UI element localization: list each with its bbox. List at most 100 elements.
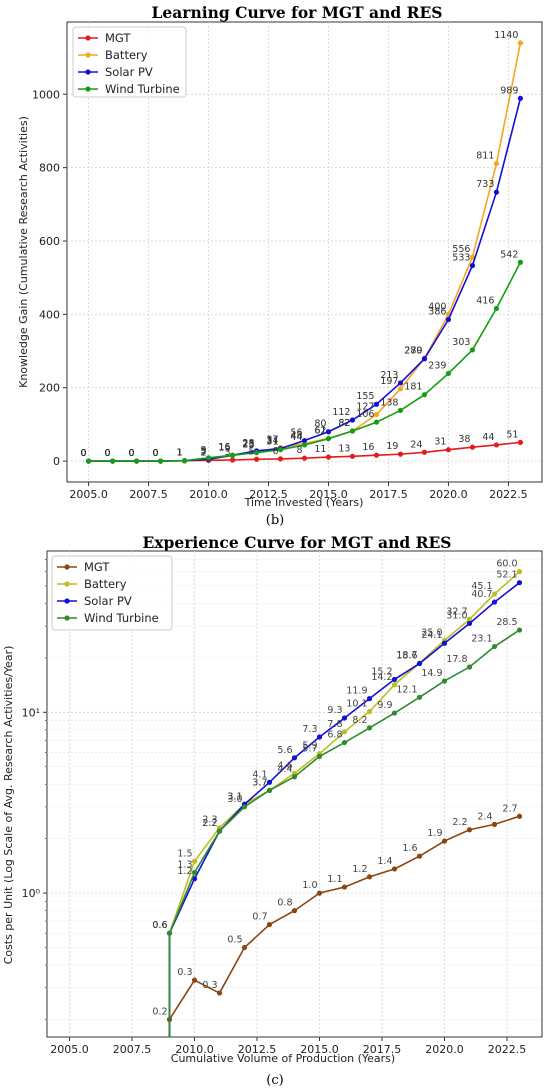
chart-c-y-axis-label: Costs per Unit (Log Scale of Avg. Resear…	[2, 646, 15, 965]
mgt-data-label: 44	[482, 432, 494, 443]
mgt-point	[253, 456, 260, 462]
battery-point	[397, 386, 404, 392]
battery-data-label: 25	[242, 439, 254, 450]
chart-b-legend-box	[72, 26, 187, 98]
x-tick-label: 2012.5	[249, 488, 288, 501]
chart-b-y-axis-label: Knowledge Gain (Cumulative Research Acti…	[17, 116, 30, 388]
wind-turbine-data-label: 181	[404, 382, 422, 393]
mgt-point	[416, 853, 423, 859]
wind-turbine-data-label: 303	[452, 337, 470, 348]
solar-pv-data-label: 15.2	[371, 666, 392, 677]
battery-data-label: 5	[200, 446, 206, 457]
mgt-point	[291, 908, 298, 914]
wind-turbine-data-label: 2.2	[202, 818, 217, 829]
battery-data-label: 7.8	[327, 719, 342, 730]
wind-turbine-data-label: 1	[177, 448, 183, 459]
solar-pv-point	[491, 599, 498, 605]
mgt-point	[491, 821, 498, 827]
legend-battery-label: Battery	[105, 48, 148, 62]
x-tick-label: 2010.0	[175, 1043, 214, 1056]
solar-pv-data-label: 52.1	[496, 570, 517, 581]
legend-mgt-marker	[64, 564, 70, 570]
battery-data-label: 0	[105, 448, 111, 459]
solar-pv-data-label: 112	[332, 407, 350, 418]
wind-turbine-data-label: 416	[476, 295, 494, 306]
mgt-point	[516, 813, 523, 819]
wind-turbine-point	[241, 804, 248, 810]
battery-data-label: 1.5	[177, 848, 192, 859]
battery-data-label: 48	[290, 430, 302, 441]
mgt-point	[466, 827, 473, 833]
wind-turbine-point	[441, 678, 448, 684]
x-tick-label: 2005.0	[50, 1043, 89, 1056]
mgt-data-label: 19	[386, 441, 398, 452]
battery-data-label: 197	[380, 376, 398, 387]
legend-mgt-marker	[85, 35, 91, 41]
y-tick-label: 600	[39, 235, 60, 248]
solar-pv-point	[266, 779, 273, 785]
battery-data-label: 556	[452, 244, 470, 255]
wind-turbine-data-label: 23.1	[471, 634, 492, 645]
x-tick-label: 2017.5	[369, 488, 408, 501]
solar-pv-data-label: 16	[218, 442, 230, 453]
solar-pv-data-label: 80	[314, 419, 326, 430]
wind-turbine-data-label: 9.9	[377, 700, 392, 711]
battery-point	[391, 682, 398, 688]
x-tick-label: 2007.5	[113, 1043, 152, 1056]
solar-pv-point	[421, 356, 428, 362]
wind-turbine-point	[349, 428, 356, 434]
legend-battery-marker	[85, 52, 91, 58]
x-tick-label: 2020.0	[429, 488, 468, 501]
mgt-data-label: 0.7	[252, 912, 267, 923]
solar-pv-point	[466, 620, 473, 627]
mgt-data-label: 0.2	[152, 1006, 167, 1017]
mgt-point	[493, 442, 500, 448]
wind-turbine-data-label: 82	[338, 418, 350, 429]
chart-b-x-axis-label: Time Invested (Years)	[244, 496, 364, 509]
solar-pv-point	[325, 429, 332, 435]
mgt-data-label: 1.6	[402, 843, 417, 854]
wind-turbine-point	[166, 930, 173, 936]
y-tick-label: 10⁰	[22, 887, 41, 900]
solar-pv-data-label: 1	[177, 448, 183, 459]
battery-data-label: 0.6	[152, 920, 167, 931]
wind-turbine-point	[421, 392, 428, 398]
mgt-data-label: 0.5	[227, 935, 242, 946]
battery-data-label: 4.6	[277, 760, 292, 771]
mgt-data-label: 1	[177, 448, 183, 459]
wind-turbine-point	[266, 787, 273, 793]
solar-pv-data-label: 733	[476, 179, 494, 190]
wind-turbine-point	[253, 450, 260, 456]
battery-data-label: 3.7	[252, 777, 267, 788]
solar-pv-data-label: 9.3	[327, 705, 342, 716]
chart-c-legend-box	[51, 555, 173, 631]
mgt-data-label: 38	[458, 434, 470, 445]
x-tick-label: 2015.0	[300, 1043, 339, 1056]
mgt-data-label: 1.0	[302, 880, 317, 891]
battery-point	[466, 616, 473, 622]
battery-data-label: 10.1	[346, 699, 367, 710]
x-tick-label: 2022.5	[488, 1043, 527, 1056]
chart-b-plot-area	[66, 21, 543, 483]
mgt-point	[229, 457, 236, 463]
wind-turbine-point	[325, 436, 332, 442]
mgt-data-label: 1.9	[427, 828, 442, 839]
solar-pv-data-label: 386	[428, 306, 446, 317]
chart-c-grid	[47, 551, 542, 1037]
solar-pv-data-label: 5.6	[277, 745, 292, 756]
wind-turbine-data-label: 17.8	[446, 654, 467, 665]
mgt-data-label: 5	[248, 446, 254, 457]
battery-point	[191, 858, 198, 864]
wind-turbine-data-label: 3.0	[227, 794, 242, 805]
solar-pv-data-label: 34	[266, 436, 278, 447]
battery-point	[373, 411, 380, 418]
mgt-data-label: 0	[105, 448, 111, 459]
mgt-data-label: 0.8	[277, 898, 292, 909]
battery-data-label: 25.0	[421, 627, 442, 638]
chart-b-x-ticks: 2005.0 2007.5 2010.0 2012.5 2015.0 2017.5 2020…	[69, 482, 528, 501]
solar-pv-data-label: 40.7	[471, 589, 492, 600]
battery-data-label: 14.2	[371, 672, 392, 683]
solar-pv-data-label: 11.9	[346, 686, 367, 697]
battery-data-label: 18.7	[396, 650, 417, 661]
solar-pv-point	[397, 380, 404, 386]
